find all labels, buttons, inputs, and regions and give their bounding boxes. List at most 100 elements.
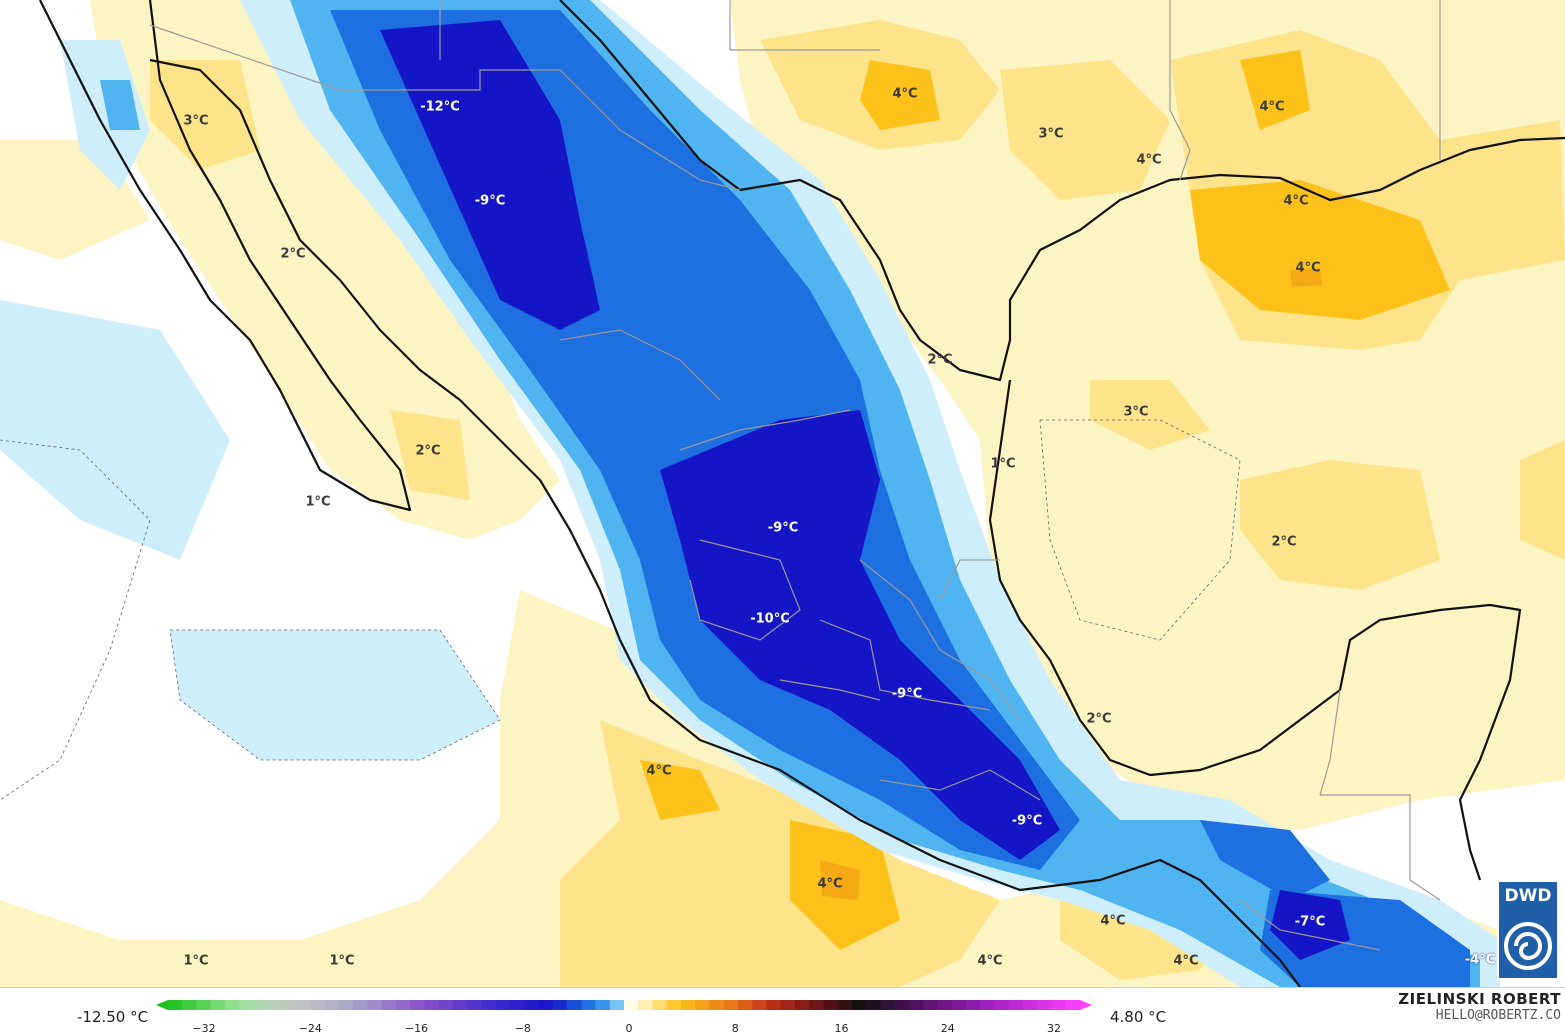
- colorbar-step: [367, 1000, 383, 1010]
- colorbar-step: [510, 1000, 525, 1010]
- colorbar-step: [994, 1000, 1010, 1010]
- colorbar-tick-label: 16: [835, 1022, 849, 1035]
- cool-anomaly-deep: [380, 20, 1350, 960]
- temperature-map: [0, 0, 1565, 987]
- colorbar-tick-label: 8: [732, 1022, 739, 1035]
- temp-label: 4°C: [1100, 913, 1126, 929]
- colorbar-step: [438, 1000, 454, 1010]
- colorbar-tick-label: 32: [1047, 1022, 1061, 1035]
- colorbar-step: [410, 1000, 425, 1010]
- colorbar-step: [837, 1000, 853, 1010]
- colorbar-step: [738, 1000, 753, 1010]
- temp-label: 2°C: [1086, 711, 1112, 727]
- colorbar-step: [282, 1000, 297, 1010]
- colorbar-footer: -12.50 °C −32 −24 −16 −8 0 8 16 24 32 4.80 °C ZI…: [0, 987, 1565, 1036]
- colorbar-step: [267, 1000, 283, 1010]
- colorbar-step: [239, 1000, 254, 1010]
- colorbar-step: [453, 1000, 468, 1010]
- colorbar-step: [823, 1000, 839, 1010]
- warm-anomaly-dark-orange: [820, 268, 1322, 900]
- colorbar-step: [937, 1000, 953, 1010]
- colorbar-max-label: 4.80 °C: [1110, 1008, 1167, 1026]
- credit-name: ZIELINSKI ROBERT: [1398, 990, 1561, 1008]
- colorbar-step: [1051, 1000, 1067, 1010]
- temp-label: 1°C: [305, 494, 331, 510]
- dwd-logo-text: DWD: [1504, 886, 1552, 906]
- colorbar-step: [752, 1000, 767, 1010]
- colorbar-step: [182, 1000, 197, 1010]
- colorbar-step: [723, 1000, 739, 1010]
- colorbar-tick-label: −32: [192, 1022, 215, 1035]
- swirl-icon: [1504, 922, 1552, 970]
- colorbar-tick-label: 24: [941, 1022, 955, 1035]
- colorbar-step: [666, 1000, 682, 1010]
- contour-lines: [0, 419, 1241, 801]
- colorbar-step: [310, 1000, 326, 1010]
- temp-label: 3°C: [1038, 126, 1064, 142]
- colorbar-step: [538, 1000, 554, 1010]
- temp-label: 1°C: [183, 953, 209, 969]
- colorbar-step: [424, 1000, 440, 1010]
- temp-label: 2°C: [280, 246, 306, 262]
- colorbar-step: [980, 1000, 995, 1010]
- colorbar-step: [894, 1000, 910, 1010]
- colorbar-min-label: -12.50 °C: [77, 1008, 149, 1026]
- temp-label: 4°C: [1295, 260, 1321, 276]
- colorbar-min-arrow: [156, 1000, 168, 1010]
- colorbar-step: [296, 1000, 311, 1010]
- colorbar-step: [766, 1000, 782, 1010]
- temp-label: 3°C: [1123, 404, 1149, 420]
- colorbar-step: [524, 1000, 539, 1010]
- colorbar-step: [951, 1000, 967, 1010]
- colorbar-step: [681, 1000, 696, 1010]
- credit-email: HELLO@ROBERTZ.CO: [1435, 1008, 1561, 1023]
- colorbar-step: [467, 1000, 482, 1010]
- colorbar-step: [253, 1000, 269, 1010]
- colorbar-step: [225, 1000, 240, 1010]
- temp-label: -12°C: [420, 99, 460, 115]
- colorbar: −32 −24 −16 −8 0 8 16 24 32: [156, 1000, 1092, 1035]
- temp-label: -10°C: [750, 611, 790, 627]
- temp-label: 4°C: [977, 953, 1003, 969]
- colorbar-step: [381, 1000, 397, 1010]
- colorbar-step: [196, 1000, 212, 1010]
- temp-label: -9°C: [1011, 813, 1043, 829]
- colorbar-step: [495, 1000, 511, 1010]
- colorbar-step: [780, 1000, 796, 1010]
- temp-label: 4°C: [892, 86, 918, 102]
- colorbar-tick-label: −16: [405, 1022, 428, 1035]
- colorbar-ticks: −32 −24 −16 −8 0 8 16 24 32: [192, 1022, 1061, 1035]
- colorbar-step: [595, 1000, 611, 1010]
- temp-label: -4°C: [1464, 952, 1496, 968]
- colorbar-step: [1037, 1000, 1052, 1010]
- temp-label: 3°C: [183, 113, 209, 129]
- colorbar-step: [1008, 1000, 1024, 1010]
- coastlines: [39, 0, 1565, 987]
- temp-label: 4°C: [1173, 953, 1199, 969]
- colorbar-step: [638, 1000, 653, 1010]
- temp-label: -7°C: [1294, 914, 1326, 930]
- temp-label: 2°C: [415, 443, 441, 459]
- colorbar-step: [652, 1000, 668, 1010]
- temp-label: 1°C: [990, 456, 1016, 472]
- temp-label: -9°C: [474, 193, 506, 209]
- colorbar-step: [609, 1000, 625, 1010]
- colorbar-step: [1065, 1000, 1081, 1010]
- colorbar-step: [567, 1000, 582, 1010]
- temp-label: 4°C: [817, 876, 843, 892]
- colorbar-tick-label: −24: [299, 1022, 322, 1035]
- temp-label: 4°C: [1136, 152, 1162, 168]
- colorbar-step: [923, 1000, 938, 1010]
- colorbar-step: [880, 1000, 896, 1010]
- colorbar-step: [966, 1000, 981, 1010]
- temp-label: 4°C: [1283, 193, 1309, 209]
- colorbar-step: [481, 1000, 497, 1010]
- colorbar-step: [168, 1000, 183, 1010]
- temp-label: -9°C: [891, 686, 923, 702]
- temp-label: 4°C: [1259, 99, 1285, 115]
- colorbar-tick-label: −8: [515, 1022, 531, 1035]
- temp-label: -9°C: [767, 520, 799, 536]
- temp-label: 1°C: [329, 953, 355, 969]
- dwd-logo: DWD: [1497, 880, 1559, 980]
- colorbar-step: [552, 1000, 568, 1010]
